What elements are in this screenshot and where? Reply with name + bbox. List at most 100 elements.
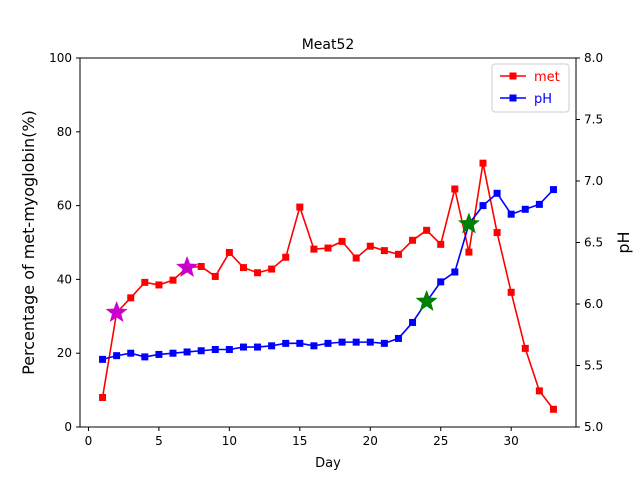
data-point-met — [394, 250, 402, 258]
data-point-ph — [183, 348, 191, 356]
data-point-ph — [113, 352, 121, 360]
data-point-met — [239, 264, 247, 272]
data-point-ph — [141, 353, 149, 361]
data-point-ph — [282, 339, 290, 347]
y-tick-label-right: 5.0 — [584, 420, 603, 434]
legend-marker-met — [509, 72, 517, 80]
data-point-met — [141, 278, 149, 286]
data-point-met — [465, 248, 473, 256]
data-point-ph — [338, 338, 346, 346]
series-line-ph — [102, 189, 555, 361]
data-point-met — [549, 405, 557, 413]
data-point-met — [338, 237, 346, 245]
data-point-ph — [310, 342, 318, 350]
x-tick-label: 10 — [222, 434, 237, 448]
data-point-ph — [254, 343, 262, 351]
plot-area-frame — [79, 57, 577, 428]
data-point-met — [535, 387, 543, 395]
data-point-met — [169, 276, 177, 284]
data-point-ph — [296, 339, 304, 347]
data-point-met — [296, 203, 304, 211]
data-point-ph — [535, 200, 543, 208]
data-point-met — [366, 242, 374, 250]
data-point-met — [324, 244, 332, 252]
data-point-ph — [197, 347, 205, 355]
y-tick-label-left: 80 — [57, 125, 72, 139]
data-point-ph — [549, 186, 557, 194]
data-point-met — [211, 272, 219, 280]
data-point-met — [479, 159, 487, 167]
x-axis-label: Day — [315, 456, 341, 471]
data-point-met — [423, 226, 431, 234]
y-tick-label-right: 7.5 — [584, 113, 603, 127]
data-point-met — [437, 240, 445, 248]
data-point-met — [282, 253, 290, 261]
data-point-ph — [409, 318, 417, 326]
data-point-met — [493, 229, 501, 237]
data-point-ph — [451, 268, 459, 276]
x-tick-label: 0 — [85, 434, 93, 448]
data-point-met — [352, 254, 360, 262]
data-point-met — [127, 294, 135, 302]
data-point-met — [521, 344, 529, 352]
y-axis-label-right: pH — [614, 231, 633, 253]
y-axis-label-left: Percentage of met-myoglobin(%) — [19, 110, 38, 375]
y-tick-label-right: 6.5 — [584, 236, 603, 250]
data-point-met — [380, 247, 388, 255]
data-point-ph — [394, 334, 402, 342]
data-point-ph — [268, 342, 276, 350]
data-point-met — [310, 245, 318, 253]
x-tick-label: 30 — [504, 434, 519, 448]
data-point-ph — [493, 189, 501, 197]
y-tick-label-left: 0 — [64, 420, 72, 434]
y-tick-label-right: 6.0 — [584, 297, 603, 311]
data-point-met — [268, 265, 276, 273]
data-point-met — [197, 262, 205, 270]
chart-marks — [99, 159, 557, 413]
data-point-ph — [239, 343, 247, 351]
legend-label-ph: pH — [534, 92, 552, 107]
y-tick-label-left: 60 — [57, 199, 72, 213]
data-point-ph — [479, 202, 487, 210]
legend-label-met: met — [534, 70, 560, 85]
y-tick-label-left: 20 — [57, 346, 72, 360]
y-tick-label-right: 8.0 — [584, 51, 603, 65]
x-tick-label: 20 — [363, 434, 378, 448]
data-point-ph — [521, 205, 529, 213]
data-point-ph — [352, 338, 360, 346]
data-point-met — [254, 269, 262, 277]
data-point-ph — [366, 338, 374, 346]
data-point-ph — [155, 350, 163, 358]
star-marker — [415, 289, 438, 312]
y-tick-label-right: 5.5 — [584, 359, 603, 373]
series-line-met — [101, 163, 555, 410]
data-point-ph — [380, 339, 388, 347]
star-marker — [105, 300, 128, 323]
data-point-ph — [127, 349, 135, 357]
data-point-ph — [211, 346, 219, 354]
data-point-met — [409, 236, 417, 244]
star-marker — [457, 212, 481, 234]
x-tick-label: 5 — [155, 434, 163, 448]
y-tick-label-left: 40 — [57, 272, 72, 286]
data-point-ph — [169, 349, 177, 357]
data-point-met — [507, 288, 515, 296]
data-point-ph — [225, 346, 233, 354]
chart-title: Meat52 — [302, 37, 355, 53]
y-tick-label-left: 100 — [49, 51, 72, 65]
chart-axes: 0 5 10 15 20 25 30 0 20 40 60 80 100 5.0 5.5 6.0 6.5 7.0 7… — [49, 51, 603, 448]
data-point-met — [155, 281, 163, 289]
data-point-ph — [324, 339, 332, 347]
data-point-met — [451, 185, 459, 193]
data-point-met — [225, 248, 233, 256]
data-point-ph — [507, 210, 515, 218]
legend-marker-ph — [509, 94, 517, 102]
x-tick-label: 25 — [433, 434, 448, 448]
chart-legend: met pH — [491, 63, 570, 113]
star-marker — [175, 255, 199, 278]
data-point-ph — [437, 278, 445, 286]
data-point-ph — [99, 355, 107, 363]
y-tick-label-right: 7.0 — [584, 174, 603, 188]
x-tick-label: 15 — [292, 434, 307, 448]
